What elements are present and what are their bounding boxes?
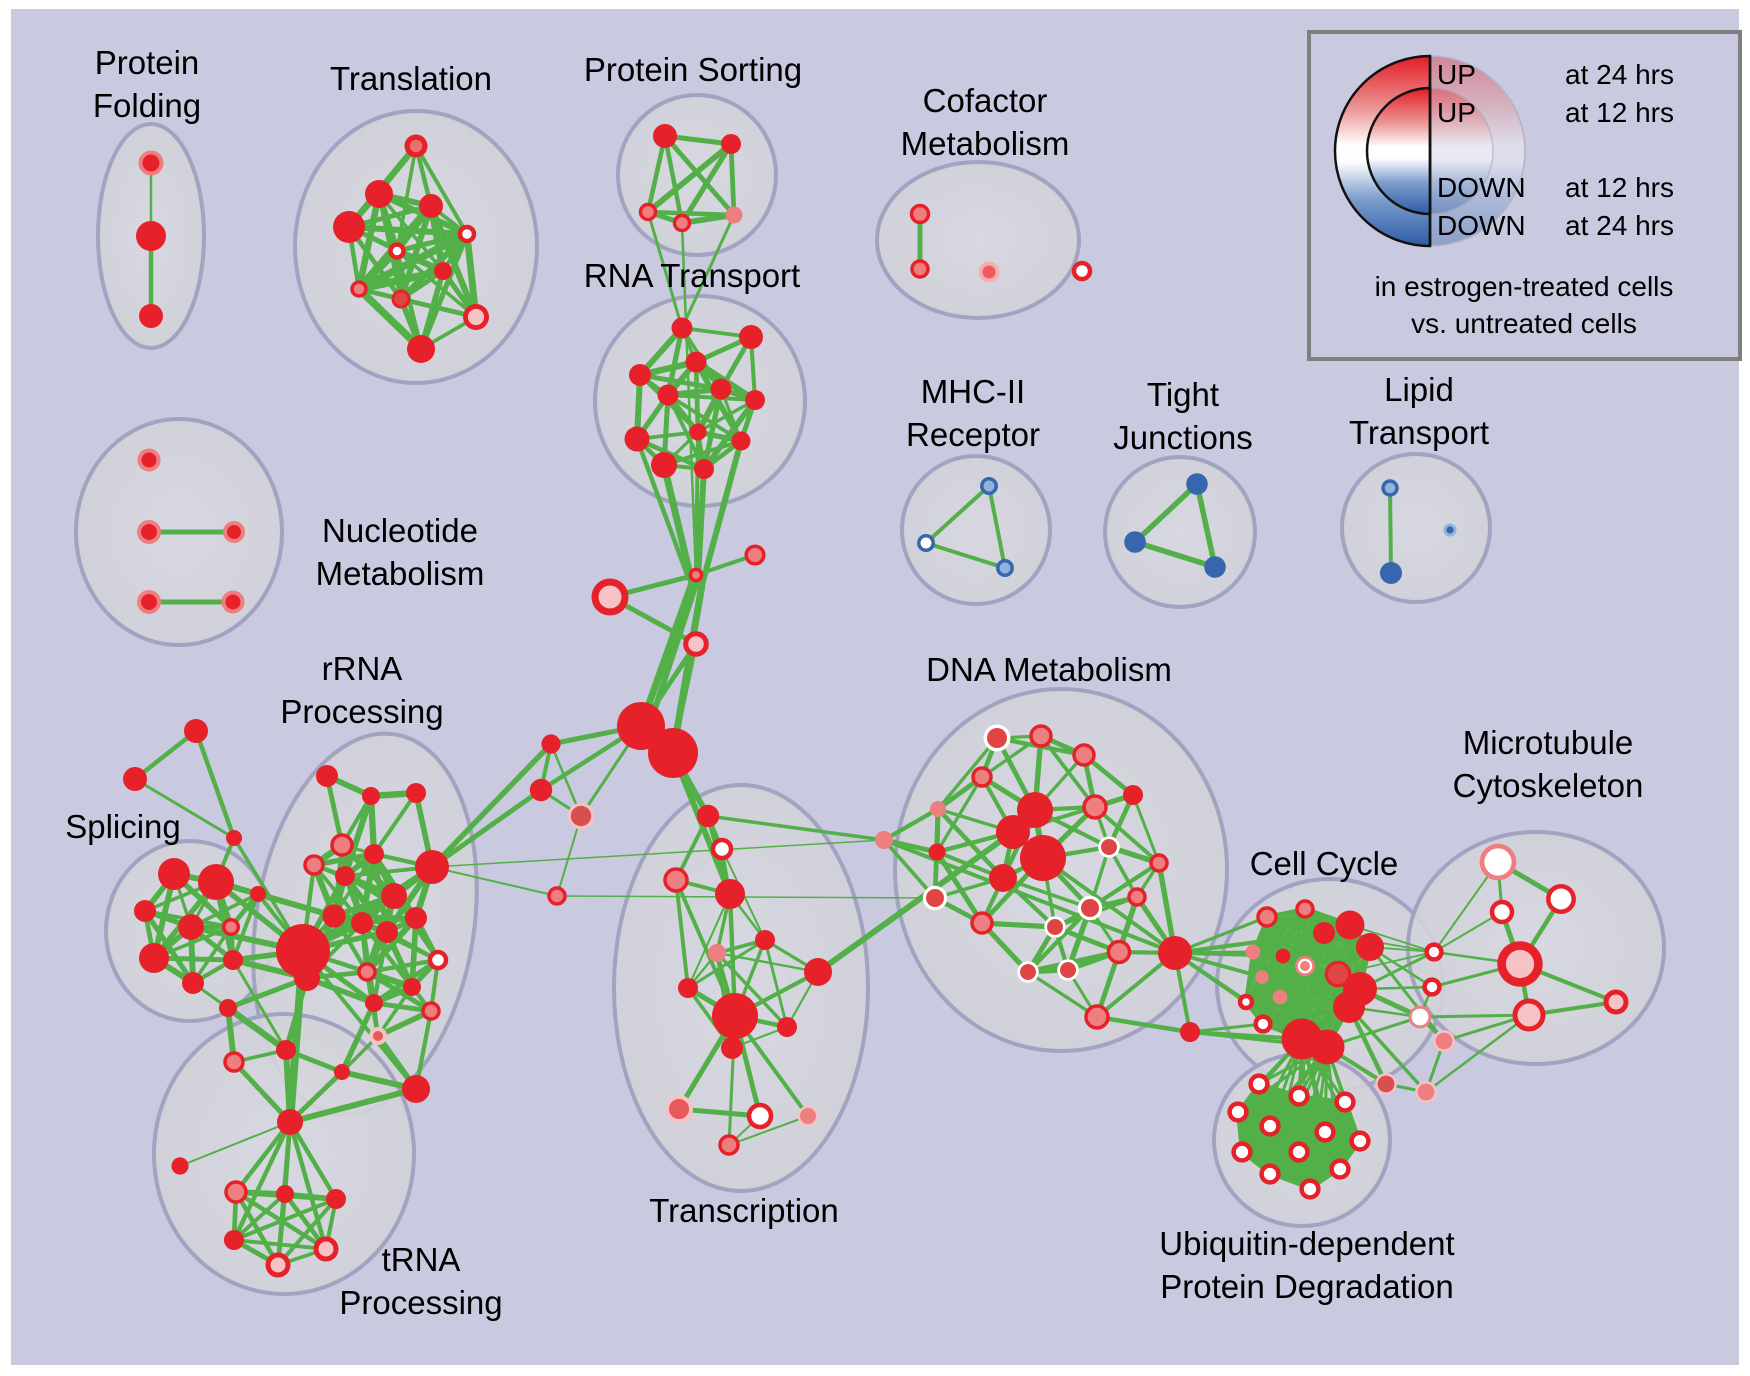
svg-text:in estrogen-treated cells: in estrogen-treated cells — [1375, 271, 1674, 302]
svg-text:Transport: Transport — [1349, 414, 1489, 451]
svg-text:Nucleotide: Nucleotide — [322, 512, 478, 549]
svg-text:at 24 hrs: at 24 hrs — [1565, 59, 1674, 90]
svg-text:Processing: Processing — [339, 1284, 502, 1321]
svg-text:Translation: Translation — [330, 60, 492, 97]
svg-text:Folding: Folding — [93, 87, 201, 124]
svg-text:Processing: Processing — [280, 693, 443, 730]
svg-text:Metabolism: Metabolism — [901, 125, 1070, 162]
svg-text:Receptor: Receptor — [906, 416, 1040, 453]
svg-text:at 12 hrs: at 12 hrs — [1565, 172, 1674, 203]
svg-text:DOWN: DOWN — [1437, 210, 1526, 241]
svg-text:Microtubule: Microtubule — [1463, 724, 1634, 761]
svg-text:UP: UP — [1437, 97, 1476, 128]
svg-text:Cofactor: Cofactor — [923, 82, 1048, 119]
svg-text:rRNA: rRNA — [322, 650, 403, 687]
svg-text:vs. untreated cells: vs. untreated cells — [1411, 308, 1637, 339]
svg-text:DNA Metabolism: DNA Metabolism — [926, 651, 1172, 688]
svg-text:Protein Degradation: Protein Degradation — [1160, 1268, 1454, 1305]
svg-text:MHC-II: MHC-II — [921, 373, 1025, 410]
svg-text:Metabolism: Metabolism — [316, 555, 485, 592]
svg-text:at 12 hrs: at 12 hrs — [1565, 97, 1674, 128]
svg-text:Splicing: Splicing — [65, 808, 181, 845]
svg-text:Lipid: Lipid — [1384, 371, 1454, 408]
svg-text:UP: UP — [1437, 59, 1476, 90]
svg-text:Ubiquitin-dependent: Ubiquitin-dependent — [1159, 1225, 1454, 1262]
svg-text:Junctions: Junctions — [1113, 419, 1252, 456]
svg-text:Tight: Tight — [1147, 376, 1219, 413]
svg-text:Cytoskeleton: Cytoskeleton — [1453, 767, 1644, 804]
svg-text:Cell Cycle: Cell Cycle — [1250, 845, 1399, 882]
svg-text:tRNA: tRNA — [382, 1241, 461, 1278]
svg-text:at 24 hrs: at 24 hrs — [1565, 210, 1674, 241]
svg-text:Protein Sorting: Protein Sorting — [584, 51, 802, 88]
svg-text:Protein: Protein — [95, 44, 200, 81]
svg-text:Transcription: Transcription — [649, 1192, 839, 1229]
svg-text:DOWN: DOWN — [1437, 172, 1526, 203]
svg-text:RNA Transport: RNA Transport — [584, 257, 800, 294]
